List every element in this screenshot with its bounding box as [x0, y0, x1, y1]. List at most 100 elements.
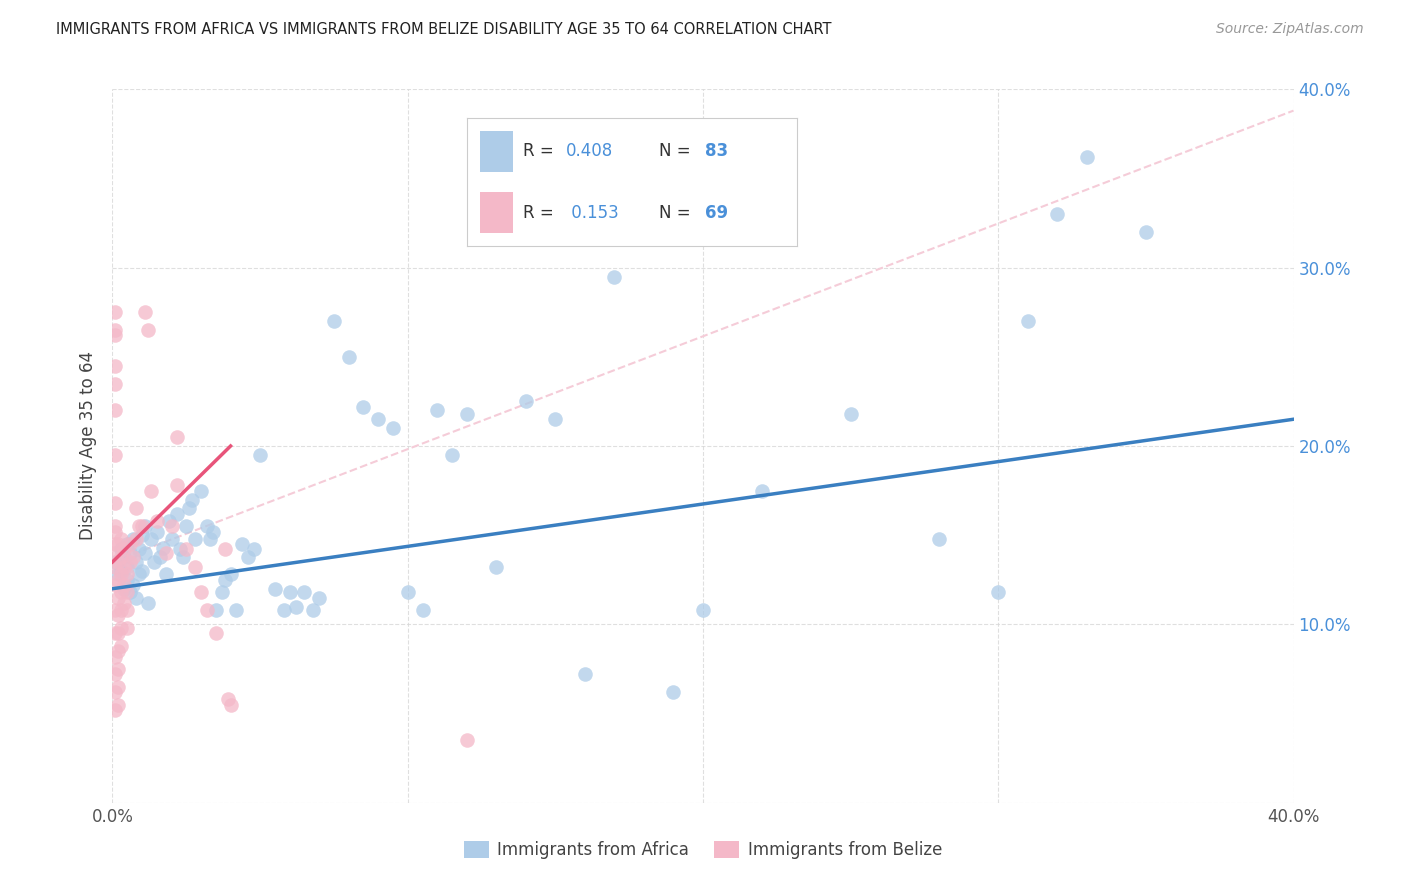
- Point: [574, 667, 596, 681]
- Point: [104, 376, 127, 391]
- Point: [107, 626, 129, 640]
- Point: [110, 639, 132, 653]
- Legend: Immigrants from Africa, Immigrants from Belize: Immigrants from Africa, Immigrants from …: [457, 834, 949, 866]
- Point: [110, 603, 132, 617]
- Point: [382, 421, 405, 435]
- Point: [104, 649, 127, 664]
- Point: [104, 448, 127, 462]
- Point: [172, 549, 194, 564]
- Point: [211, 585, 233, 599]
- Point: [928, 532, 950, 546]
- Point: [110, 621, 132, 635]
- Point: [104, 560, 127, 574]
- Point: [122, 549, 145, 564]
- Point: [485, 560, 508, 574]
- Point: [198, 532, 221, 546]
- Point: [120, 555, 142, 569]
- Point: [441, 448, 464, 462]
- Point: [195, 519, 218, 533]
- Point: [249, 448, 271, 462]
- Point: [544, 412, 567, 426]
- Point: [284, 599, 307, 614]
- Point: [149, 549, 172, 564]
- Point: [278, 585, 301, 599]
- Point: [110, 549, 132, 564]
- Point: [112, 560, 135, 574]
- Point: [112, 542, 135, 557]
- Point: [110, 585, 132, 599]
- Point: [110, 564, 132, 578]
- Point: [104, 626, 127, 640]
- Point: [110, 567, 132, 582]
- Point: [125, 532, 148, 546]
- Point: [128, 542, 150, 557]
- Point: [104, 519, 127, 533]
- Point: [139, 532, 162, 546]
- Point: [1076, 150, 1098, 164]
- Point: [205, 626, 228, 640]
- Point: [104, 603, 127, 617]
- Point: [122, 578, 145, 592]
- Point: [104, 703, 127, 717]
- Point: [190, 585, 212, 599]
- Point: [426, 403, 449, 417]
- Point: [104, 537, 127, 551]
- Point: [120, 585, 142, 599]
- Point: [174, 542, 197, 557]
- Point: [107, 573, 129, 587]
- Point: [323, 314, 346, 328]
- Point: [112, 582, 135, 596]
- Point: [120, 546, 142, 560]
- Point: [174, 519, 197, 533]
- Point: [107, 555, 129, 569]
- Point: [219, 698, 242, 712]
- Point: [1135, 225, 1157, 239]
- Point: [112, 578, 135, 592]
- Point: [231, 537, 253, 551]
- Point: [104, 667, 127, 681]
- Point: [184, 532, 207, 546]
- Point: [396, 585, 419, 599]
- Point: [238, 549, 260, 564]
- Point: [987, 585, 1010, 599]
- Point: [214, 542, 236, 557]
- Point: [155, 546, 177, 560]
- Point: [308, 591, 330, 605]
- Point: [184, 560, 207, 574]
- Point: [117, 567, 138, 582]
- Point: [122, 532, 145, 546]
- Point: [273, 603, 295, 617]
- Point: [456, 407, 478, 421]
- Point: [125, 591, 148, 605]
- Point: [243, 542, 266, 557]
- Point: [125, 501, 148, 516]
- Point: [128, 567, 150, 582]
- Point: [104, 546, 127, 560]
- Point: [107, 608, 129, 623]
- Point: [142, 555, 165, 569]
- Point: [117, 621, 138, 635]
- Point: [166, 478, 188, 492]
- Point: [131, 564, 153, 578]
- Point: [839, 407, 862, 421]
- Point: [117, 603, 138, 617]
- Point: [195, 603, 218, 617]
- Point: [292, 585, 315, 599]
- Point: [160, 532, 183, 546]
- Point: [110, 532, 132, 546]
- Point: [107, 698, 129, 712]
- Point: [219, 567, 242, 582]
- Point: [104, 578, 127, 592]
- Point: [107, 591, 129, 605]
- Point: [692, 603, 714, 617]
- Point: [107, 537, 129, 551]
- Point: [107, 680, 129, 694]
- Point: [104, 685, 127, 699]
- Point: [155, 567, 177, 582]
- Point: [131, 528, 153, 542]
- Point: [104, 524, 127, 539]
- Point: [1017, 314, 1039, 328]
- Point: [1046, 207, 1069, 221]
- Point: [117, 573, 138, 587]
- Point: [117, 537, 138, 551]
